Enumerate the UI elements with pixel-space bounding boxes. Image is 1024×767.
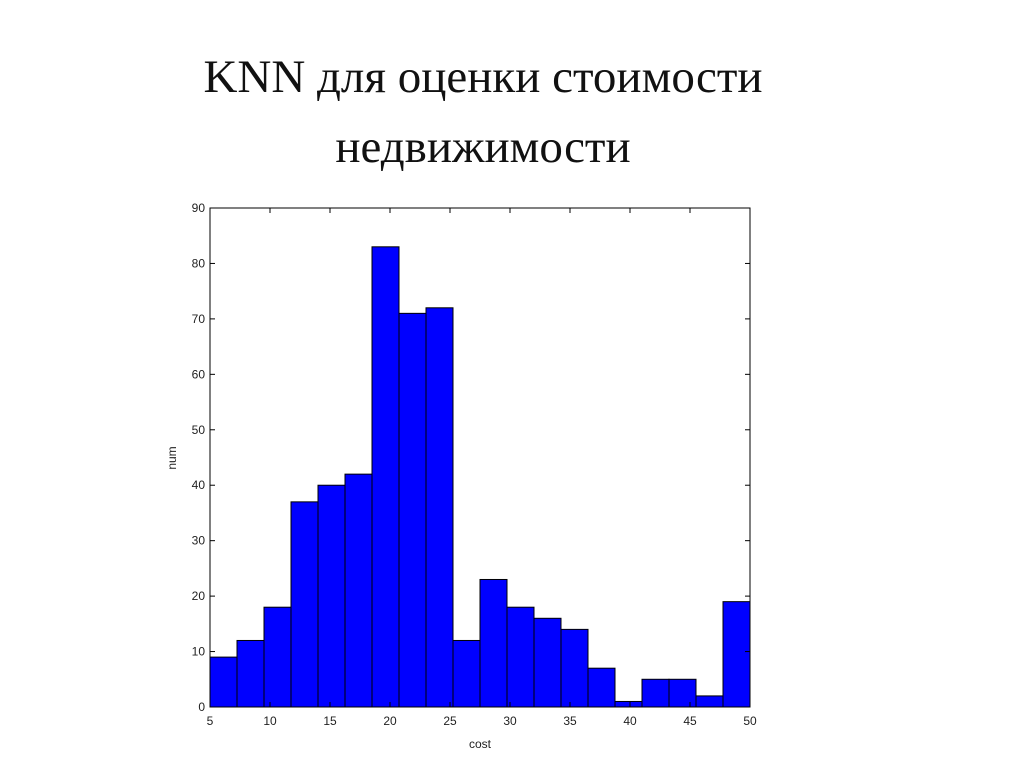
y-tick-label: 70 xyxy=(192,312,206,326)
x-tick-label: 40 xyxy=(623,714,637,728)
y-tick-label: 10 xyxy=(192,645,206,659)
y-tick-label: 0 xyxy=(198,700,205,714)
bar xyxy=(695,695,724,708)
bar xyxy=(263,606,292,708)
x-tick-label: 10 xyxy=(263,714,277,728)
bar xyxy=(479,578,508,708)
x-tick-label: 25 xyxy=(443,714,457,728)
bar xyxy=(641,678,670,708)
plot-frame xyxy=(209,207,751,708)
x-tick-label: 20 xyxy=(383,714,397,728)
bar xyxy=(533,617,562,708)
y-tick-label: 60 xyxy=(192,367,206,381)
y-axis-label: num xyxy=(165,446,179,469)
slide-title: KNN для оценки стоимости недвижимости xyxy=(203,51,763,173)
bar xyxy=(317,484,346,708)
bar xyxy=(506,606,535,708)
bar xyxy=(452,639,481,708)
y-tick-label: 30 xyxy=(192,534,206,548)
y-tick-label: 90 xyxy=(192,201,206,215)
y-tick-label: 50 xyxy=(192,423,206,437)
bar xyxy=(425,307,454,708)
x-tick-label: 30 xyxy=(503,714,517,728)
bar xyxy=(371,246,400,708)
y-tick-label: 40 xyxy=(192,478,206,492)
bar xyxy=(344,473,373,708)
y-tick-label: 20 xyxy=(192,589,206,603)
x-tick-label: 35 xyxy=(563,714,577,728)
y-tick-label: 80 xyxy=(192,256,206,270)
bar xyxy=(560,628,589,708)
bar xyxy=(668,678,697,708)
x-axis-label: cost xyxy=(469,737,492,751)
x-tick-label: 5 xyxy=(207,714,214,728)
bar xyxy=(290,501,319,708)
bar xyxy=(614,700,643,708)
bar xyxy=(722,601,751,708)
x-tick-label: 15 xyxy=(323,714,337,728)
bar xyxy=(209,656,238,708)
x-tick-label: 45 xyxy=(683,714,697,728)
bar xyxy=(236,639,265,708)
bar xyxy=(587,667,616,708)
bar xyxy=(398,312,427,708)
x-tick-label: 50 xyxy=(743,714,757,728)
